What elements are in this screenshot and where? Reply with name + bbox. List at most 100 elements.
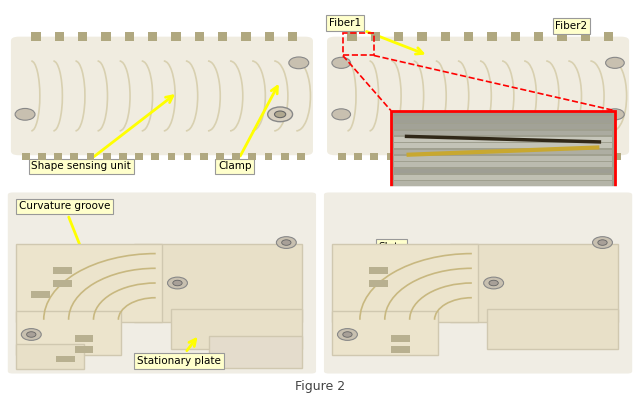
Text: Figure 2: Figure 2 (295, 380, 345, 393)
Bar (394, 150, 612, 154)
Bar (184, 153, 191, 160)
Circle shape (268, 107, 292, 122)
FancyBboxPatch shape (172, 309, 302, 349)
Bar (451, 153, 459, 160)
Bar (604, 32, 613, 41)
Bar (500, 153, 508, 160)
Text: Fiber1: Fiber1 (329, 18, 423, 54)
Bar (248, 153, 256, 160)
Bar (369, 267, 388, 274)
Bar (53, 280, 72, 287)
Bar (264, 153, 273, 160)
Bar (348, 32, 356, 41)
FancyBboxPatch shape (332, 244, 478, 322)
Circle shape (332, 57, 351, 68)
Bar (597, 153, 605, 160)
Circle shape (598, 240, 607, 245)
FancyBboxPatch shape (450, 244, 618, 322)
Bar (467, 153, 476, 160)
Bar (264, 32, 274, 41)
Bar (119, 153, 127, 160)
Bar (75, 346, 93, 353)
Bar (394, 181, 612, 186)
Bar (516, 153, 524, 160)
Bar (394, 162, 612, 167)
Bar (391, 335, 410, 342)
FancyBboxPatch shape (332, 311, 438, 355)
Bar (101, 32, 111, 41)
Bar (38, 153, 46, 160)
Bar (86, 153, 95, 160)
Bar (394, 131, 612, 135)
Bar (419, 153, 427, 160)
FancyBboxPatch shape (10, 35, 314, 157)
Bar (534, 32, 543, 41)
FancyBboxPatch shape (16, 344, 84, 369)
Bar (435, 153, 443, 160)
Bar (216, 153, 224, 160)
Bar (564, 153, 572, 160)
Bar (338, 153, 346, 160)
FancyBboxPatch shape (134, 244, 302, 322)
Bar (218, 32, 227, 41)
Bar (22, 153, 29, 160)
Bar (580, 32, 590, 41)
Circle shape (276, 237, 296, 249)
Circle shape (173, 280, 182, 286)
FancyBboxPatch shape (488, 309, 618, 349)
FancyBboxPatch shape (16, 244, 162, 322)
Circle shape (593, 237, 612, 249)
Bar (355, 153, 362, 160)
Bar (371, 153, 378, 160)
Circle shape (343, 332, 352, 337)
Bar (31, 32, 40, 41)
Circle shape (27, 332, 36, 337)
Text: Clamp: Clamp (218, 87, 277, 172)
Circle shape (489, 280, 499, 286)
Bar (391, 111, 615, 188)
Circle shape (332, 109, 351, 120)
Bar (75, 335, 93, 342)
Bar (394, 32, 403, 41)
Circle shape (289, 57, 308, 69)
Bar (394, 118, 612, 123)
Bar (135, 153, 143, 160)
Bar (464, 32, 474, 41)
Circle shape (21, 328, 41, 340)
FancyBboxPatch shape (6, 191, 317, 375)
Bar (53, 267, 72, 274)
Bar (70, 153, 78, 160)
Bar (168, 153, 175, 160)
Bar (613, 153, 621, 160)
Bar (488, 32, 497, 41)
Bar (200, 153, 207, 160)
Text: Fiber2: Fiber2 (556, 21, 588, 31)
FancyBboxPatch shape (326, 35, 630, 157)
Bar (125, 32, 134, 41)
Bar (580, 153, 589, 160)
Circle shape (605, 57, 624, 68)
Circle shape (15, 108, 35, 120)
Bar (557, 32, 567, 41)
Bar (56, 356, 75, 362)
Bar (232, 153, 240, 160)
Bar (148, 32, 157, 41)
Bar (151, 153, 159, 160)
Bar (403, 153, 411, 160)
Bar (297, 153, 305, 160)
Bar (391, 346, 410, 353)
Bar (532, 153, 540, 160)
Bar (371, 32, 380, 41)
Bar (281, 153, 289, 160)
Text: Shape sensing unit: Shape sensing unit (31, 96, 173, 172)
FancyBboxPatch shape (323, 191, 634, 375)
Bar (103, 153, 111, 160)
Bar (394, 169, 612, 173)
FancyBboxPatch shape (209, 336, 302, 368)
Bar (369, 280, 388, 287)
Text: Stationary plate: Stationary plate (137, 339, 221, 366)
Bar (78, 32, 87, 41)
Bar (394, 156, 612, 161)
Circle shape (337, 328, 357, 340)
Bar (417, 32, 427, 41)
